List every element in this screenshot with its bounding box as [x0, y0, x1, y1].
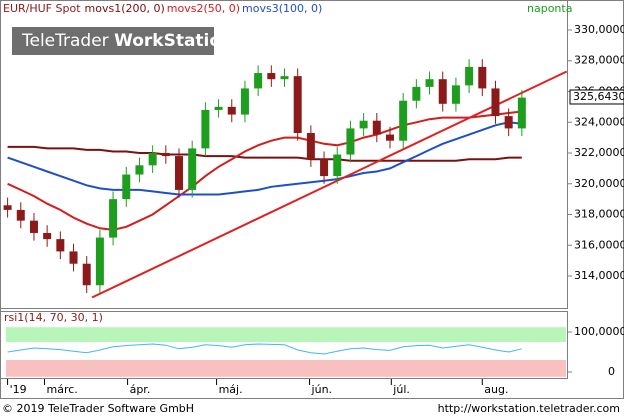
candle-body [438, 79, 447, 104]
candle-body [412, 86, 421, 101]
x-tick-label: aug. [484, 383, 508, 396]
candle-body [399, 100, 408, 141]
candle-body [214, 106, 223, 110]
watermark-b: WorkStation [114, 31, 233, 51]
candle-body [175, 156, 184, 190]
x-tick-label: júl. [392, 383, 410, 396]
candle-body [293, 76, 302, 134]
x-tick-label: ápr. [130, 383, 151, 396]
footer-right: http://workstation.teletrader.com [438, 402, 620, 415]
moving-average [7, 121, 522, 196]
candle-body [201, 109, 210, 149]
candle-body [385, 134, 394, 141]
period: naponta [527, 2, 572, 15]
candle-body [82, 263, 91, 286]
y-tick-label: 314,0000 [574, 269, 624, 282]
candle-body [451, 85, 460, 104]
candle-body [254, 73, 263, 89]
candle-body [135, 165, 144, 175]
rsi-band [6, 360, 566, 377]
candle-body [359, 120, 368, 129]
watermark-a: TeleTrader [21, 31, 109, 51]
x-tick-label: '19 [10, 383, 27, 396]
candle-body [16, 209, 25, 221]
candle-body [69, 251, 78, 264]
last-price-box [569, 89, 624, 105]
y-tick-label: 324,0000 [574, 115, 624, 128]
candle-body [188, 148, 197, 190]
last-price-label: 325,6430 [573, 90, 624, 103]
candle-body [504, 116, 513, 129]
legend-entry: movs2(50, 0) [167, 2, 240, 15]
rsi-title: rsi1(14, 70, 30, 1) [4, 311, 103, 324]
candle-body [346, 128, 355, 155]
legend-entry: movs3(100, 0) [242, 2, 322, 15]
y-tick-label: 328,0000 [574, 54, 624, 67]
candle-body [517, 97, 526, 129]
y-tick-label: 0 [608, 365, 615, 378]
candle-body [43, 232, 52, 240]
rsi-band [6, 327, 566, 342]
candle-body [425, 79, 434, 87]
candle-body [280, 76, 289, 80]
candle-body [122, 174, 131, 200]
x-tick-label: márc. [47, 383, 78, 396]
rsi-line [7, 343, 522, 355]
candle-body [3, 205, 12, 210]
candle-body [478, 66, 487, 89]
candle-body [267, 73, 276, 80]
watermark: TeleTrader WorkStation [12, 27, 233, 55]
x-tick-label: jún. [311, 383, 333, 396]
candle-body [148, 153, 157, 166]
candle-body [227, 106, 236, 115]
candle-body [491, 88, 500, 117]
y-tick-label: 322,0000 [574, 146, 624, 159]
footer-left: © 2019 TeleTrader Software GmbH [2, 402, 194, 415]
moving-average [7, 145, 522, 162]
candle-body [372, 120, 381, 135]
y-tick-label: 330,0000 [574, 23, 624, 36]
candle-body [320, 159, 329, 177]
watermark-box [12, 27, 214, 55]
trendline [91, 70, 568, 299]
y-tick-label: 320,0000 [574, 177, 624, 190]
legend-entry: movs1(200, 0) [85, 2, 165, 15]
candle-body [95, 237, 104, 286]
watermark-text: TeleTrader WorkStation [21, 31, 233, 51]
candle-body [333, 154, 342, 177]
x-tick-label: máj. [219, 383, 243, 396]
moving-average [7, 110, 522, 231]
candle-body [465, 66, 474, 86]
candle-body [240, 88, 249, 115]
y-tick-label: 318,0000 [574, 208, 624, 221]
candle-body [109, 199, 118, 238]
price-panel [0, 0, 568, 309]
candle-body [56, 239, 65, 252]
y-tick-label: 100,0000 [574, 325, 624, 338]
candle-body [29, 220, 38, 233]
candle-body [161, 153, 170, 157]
y-tick-label: 316,0000 [574, 238, 624, 251]
rsi-panel [0, 311, 568, 379]
candle-body [306, 133, 315, 160]
chart-title: EUR/HUF Spot [3, 2, 81, 15]
